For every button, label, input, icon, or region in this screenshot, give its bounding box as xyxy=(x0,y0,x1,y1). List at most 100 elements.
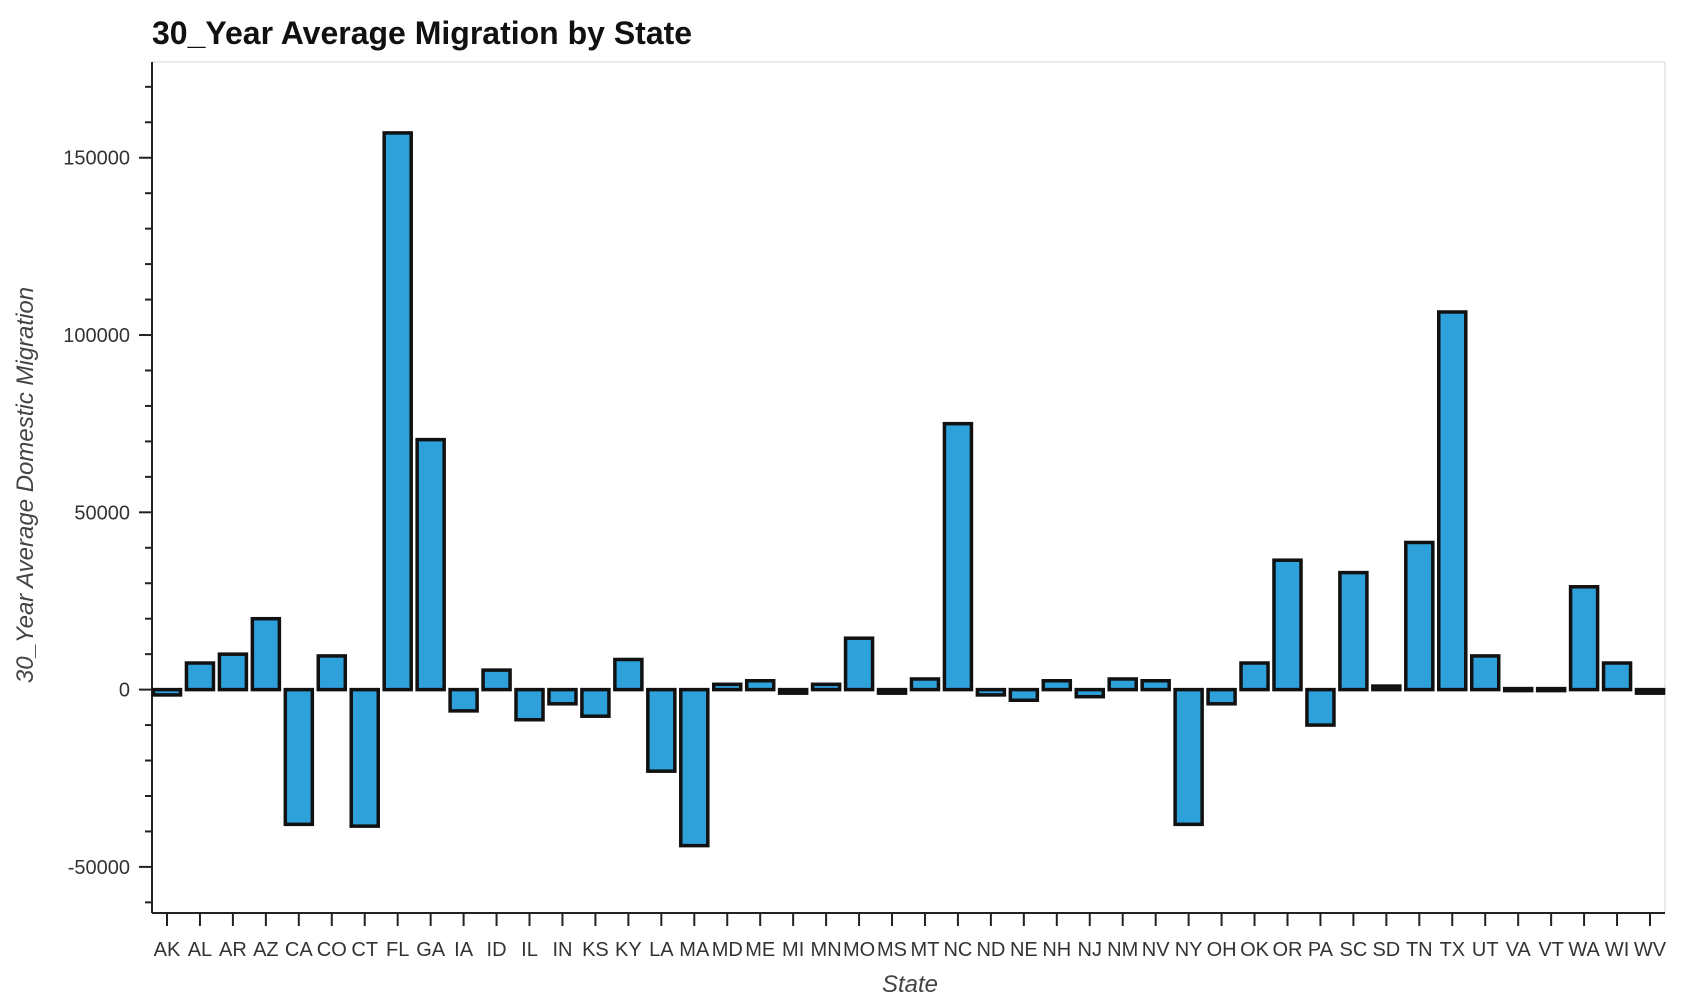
x-tick-label: ID xyxy=(487,939,507,961)
bar-nv xyxy=(1140,678,1171,692)
bar-nd xyxy=(975,687,1007,697)
bar-ks xyxy=(580,687,611,718)
x-tick-label: IA xyxy=(454,939,474,961)
bar-nj xyxy=(1074,687,1106,699)
x-tick-label: UT xyxy=(1472,939,1499,961)
bar-ar xyxy=(217,652,249,692)
bar-sc xyxy=(1338,570,1369,692)
bar-ny xyxy=(1173,687,1204,827)
bar-tx xyxy=(1437,310,1468,692)
x-tick-label: GA xyxy=(416,939,446,961)
bar-oh xyxy=(1206,687,1237,706)
x-tick-label: MO xyxy=(843,939,875,961)
x-tick-label: VA xyxy=(1506,939,1532,961)
bar-ma xyxy=(679,687,710,848)
bar-wi xyxy=(1601,661,1633,692)
x-tick-label: NC xyxy=(943,939,972,961)
bar-sd xyxy=(1371,684,1402,692)
bar-pa xyxy=(1305,687,1336,727)
bar-nc xyxy=(942,421,974,692)
bar-il xyxy=(514,687,545,722)
x-tick-label: CO xyxy=(317,939,347,961)
x-tick-label: NY xyxy=(1175,939,1203,961)
x-tick-label: OH xyxy=(1207,939,1237,961)
x-axis-label: State xyxy=(882,971,938,998)
bar-wa xyxy=(1568,585,1600,692)
bar-co xyxy=(316,654,348,692)
x-tick-label: PA xyxy=(1308,939,1334,961)
x-tick-label: MS xyxy=(877,939,907,961)
bar-ne xyxy=(1008,687,1040,702)
y-tick-label: 100000 xyxy=(63,325,130,347)
x-tick-label: OK xyxy=(1240,939,1270,961)
bar-ok xyxy=(1239,661,1270,692)
x-tick-label: KS xyxy=(582,939,609,961)
x-tick-label: AZ xyxy=(253,939,279,961)
x-tick-label: SC xyxy=(1340,939,1368,961)
x-tick-label: OR xyxy=(1272,939,1302,961)
x-tick-label: MA xyxy=(679,939,710,961)
bar-la xyxy=(646,687,677,773)
x-tick-label: WA xyxy=(1568,939,1600,961)
y-tick-label: -50000 xyxy=(68,857,130,879)
bar-id xyxy=(481,668,512,692)
bar-ia xyxy=(448,687,479,713)
bar-ct xyxy=(349,687,380,828)
bar-ak xyxy=(151,687,183,697)
bar-mn xyxy=(810,682,842,692)
x-tick-label: IN xyxy=(552,939,572,961)
x-tick-label: CA xyxy=(285,939,313,961)
x-tick-label: TN xyxy=(1406,939,1433,961)
bar-va xyxy=(1502,686,1534,693)
bar-ga xyxy=(415,437,446,692)
x-tick-label: AK xyxy=(154,939,181,961)
y-axis-label: 30_Year Average Domestic Migration xyxy=(12,287,39,683)
bar-ms xyxy=(876,687,908,695)
bar-in xyxy=(547,687,578,706)
x-tick-label: ME xyxy=(745,939,775,961)
bar-ut xyxy=(1469,654,1501,692)
x-tick-label: KY xyxy=(615,939,642,961)
bar-mt xyxy=(909,677,941,692)
x-tick-label: TX xyxy=(1439,939,1465,961)
bar-ky xyxy=(613,657,644,692)
x-tick-label: WV xyxy=(1634,939,1667,961)
bar-ca xyxy=(283,687,315,827)
y-tick-label: 0 xyxy=(119,680,130,702)
bar-nm xyxy=(1107,677,1138,692)
x-tick-label: NM xyxy=(1107,939,1138,961)
x-tick-label: AL xyxy=(188,939,212,961)
x-tick-label: NV xyxy=(1142,939,1170,961)
x-tick-label: WI xyxy=(1605,939,1629,961)
x-tick-label: ND xyxy=(976,939,1005,961)
x-axis: AK AL AR AZ CA CO CT FL GA IA ID IL IN KS KY LA MA MD ME MI… xyxy=(152,912,1667,961)
x-tick-label: VT xyxy=(1538,939,1564,961)
bar-or xyxy=(1272,558,1303,692)
bar-vt xyxy=(1535,686,1567,693)
x-tick-label: NJ xyxy=(1078,939,1102,961)
chart-title: 30_Year Average Migration by State xyxy=(152,15,692,51)
bar-tn xyxy=(1404,540,1435,692)
bars-group xyxy=(151,131,1666,848)
bar-az xyxy=(250,616,282,692)
y-axis: -50000 0 50000 100000 150000 xyxy=(63,62,153,913)
bar-nh xyxy=(1041,678,1073,692)
bar-al xyxy=(184,661,216,692)
bar-me xyxy=(744,678,776,692)
plot-frame xyxy=(152,61,1666,913)
x-tick-label: MT xyxy=(911,939,940,961)
bar-wv xyxy=(1634,687,1666,695)
x-tick-label: NE xyxy=(1010,939,1038,961)
x-tick-label: MN xyxy=(811,939,842,961)
x-tick-label: SD xyxy=(1372,939,1400,961)
bar-md xyxy=(711,682,743,692)
bar-mo xyxy=(843,636,875,692)
x-tick-label: FL xyxy=(386,939,409,961)
x-tick-label: LA xyxy=(649,939,674,961)
x-tick-label: MI xyxy=(782,939,804,961)
x-tick-label: NH xyxy=(1042,939,1071,961)
bar-mi xyxy=(777,687,809,695)
x-tick-label: AR xyxy=(219,939,247,961)
